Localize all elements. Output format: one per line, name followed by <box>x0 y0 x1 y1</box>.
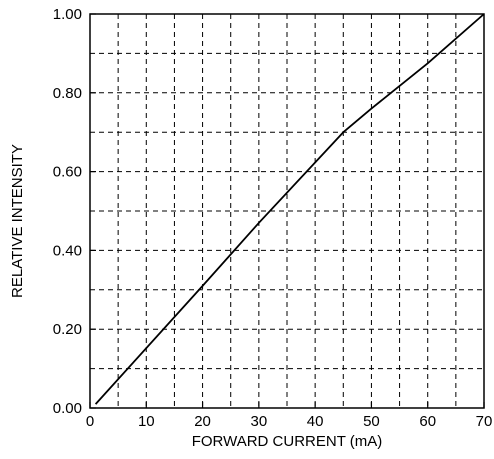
x-tick-label: 40 <box>307 413 324 430</box>
y-tick-label: 0.20 <box>53 321 82 338</box>
x-tick-labels: 0 10 20 30 40 50 60 70 <box>86 413 493 430</box>
y-tick-label: 0.00 <box>53 400 82 417</box>
y-tick-label: 1.00 <box>53 6 82 23</box>
y-tick-label: 0.60 <box>53 164 82 181</box>
y-tick-label: 0.80 <box>53 85 82 102</box>
y-axis-title: RELATIVE INTENSITY <box>9 144 26 298</box>
x-tick-label: 20 <box>194 413 211 430</box>
series-line-1 <box>94 13 485 405</box>
x-tick-label: 10 <box>138 413 155 430</box>
x-tick-label: 70 <box>476 413 493 430</box>
x-tick-label: 30 <box>251 413 268 430</box>
x-tick-label: 60 <box>419 413 436 430</box>
x-tick-label: 0 <box>86 413 94 430</box>
y-tick-label: 0.40 <box>53 242 82 259</box>
plot-frame <box>89 13 485 409</box>
y-tick-labels: 0.00 0.20 0.40 0.60 0.80 1.00 <box>53 6 82 417</box>
axis-ticks <box>89 13 485 409</box>
grid <box>90 14 484 408</box>
x-axis-title: FORWARD CURRENT (mA) <box>192 433 383 450</box>
x-tick-label: 50 <box>363 413 380 430</box>
series-group <box>94 13 485 405</box>
